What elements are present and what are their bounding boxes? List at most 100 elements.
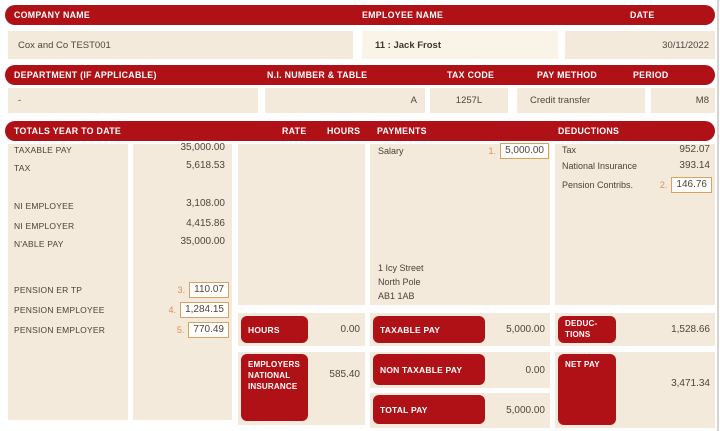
taxable-pay-cell: TAXABLE PAY 5,000.00 [370,313,550,346]
deduction-tax-value: 952.07 [679,144,710,155]
net-pay-value: 3,471.34 [671,378,710,389]
address-line-1: 1 Icy Street [378,263,424,273]
salary-row: Salary 1. 5,000.00 [378,141,549,160]
employers-ni-pill-line2: NATIONAL [248,370,291,380]
rate-hours-panel [238,144,365,305]
total-pay-pill: TOTAL PAY [373,395,485,424]
employers-ni-value: 585.40 [329,369,360,380]
highlight-marker-1: 1. [488,145,497,156]
totals-ytd-label: TOTALS YEAR TO DATE [14,126,122,136]
address-line-3: AB1 1AB [378,291,415,301]
ni-number-label: N.I. NUMBER & TABLE [267,70,368,80]
employee-name-label: EMPLOYEE NAME [362,10,444,20]
salary-label: Salary [378,145,404,156]
payments-column-label: PAYMENTS [377,126,427,136]
employers-ni-pill: EMPLOYERS NATIONAL INSURANCE [241,354,308,421]
address-line-2: North Pole [378,277,421,287]
rate-column-label: RATE [282,126,307,136]
hours-value: 0.00 [340,324,360,335]
ytd-taxable-pay-value: 35,000.00 [180,142,226,153]
deductions-pill-line2: TIONS [565,329,591,339]
date-label: DATE [630,10,655,20]
highlight-marker-3: 3. [177,284,186,295]
window-right-edge [717,0,719,431]
payments-panel [370,144,550,305]
highlight-marker-5: 5. [176,324,185,335]
hours-cell: HOURS 0.00 [238,313,365,346]
totals-bar: TOTALS YEAR TO DATE RATE HOURS PAYMENTS … [5,121,715,141]
non-taxable-pay-pill-label: NON TAXABLE PAY [380,364,463,375]
total-pay-value: 5,000.00 [506,405,545,416]
taxable-pay-pill-label: TAXABLE PAY [380,324,441,335]
highlight-box-5: 770.49 [188,321,229,338]
deductions-total-cell: DEDUC- TIONS 1,528.66 [555,313,715,346]
period-value: M8 [651,88,715,113]
deductions-pill-line1: DEDUC- [565,319,598,328]
ytd-tax-label: TAX [14,163,31,173]
company-name-label: COMPANY NAME [14,10,91,20]
employee-name-value: 11 : Jack Frost [362,31,558,59]
highlight-box-1: 5,000.00 [500,142,549,159]
non-taxable-pay-pill: NON TAXABLE PAY [373,354,485,385]
header-bar-2: DEPARTMENT (IF APPLICABLE) N.I. NUMBER &… [5,65,715,85]
ytd-tax-value: 5,618.53 [186,160,225,171]
ytd-pension-employer-label: PENSION EMPLOYER [14,325,106,335]
ytd-pension-employee-row: 4. 1,284.15 [133,300,229,319]
net-pay-cell: NET PAY 3,471.34 [555,352,715,428]
taxable-pay-pill: TAXABLE PAY [373,316,485,343]
pay-method-label: PAY METHOD [537,70,598,80]
deduction-ni-label: National Insurance [562,160,638,171]
highlight-marker-2: 2. [659,179,668,190]
company-name-value: Cox and Co TEST001 [8,31,353,59]
deduction-tax-row: Tax 952.07 [562,144,710,155]
tax-code-label: TAX CODE [447,70,495,80]
date-value: 30/11/2022 [565,31,715,59]
non-taxable-pay-cell: NON TAXABLE PAY 0.00 [370,352,550,388]
hours-pill-label: HOURS [248,324,280,335]
highlight-box-4: 1,284.15 [180,301,229,318]
employers-ni-cell: EMPLOYERS NATIONAL INSURANCE 585.40 [238,352,365,425]
total-pay-pill-label: TOTAL PAY [380,404,428,415]
deduction-ni-row: National Insurance 393.14 [562,160,710,171]
hours-pill: HOURS [241,316,308,343]
department-value: - [8,88,258,113]
ytd-labels-panel [8,144,128,420]
highlight-box-3: 110.07 [189,281,229,298]
hours-column-label: HOURS [327,126,361,136]
ytd-ni-employee-value: 3,108.00 [186,198,225,209]
deduction-pension-row: Pension Contribs. 2. 146.76 [562,175,712,194]
highlight-box-2: 146.76 [671,176,712,193]
ytd-pension-employer-row: 5. 770.49 [133,320,229,339]
deductions-total-pill: DEDUC- TIONS [558,316,616,343]
deduction-tax-label: Tax [562,144,577,155]
header-bar-1: COMPANY NAME EMPLOYEE NAME DATE [5,5,715,25]
ni-number-value: A [265,88,425,113]
period-label: PERIOD [633,70,669,80]
taxable-pay-value: 5,000.00 [506,324,545,335]
ytd-niable-pay-label: N'ABLE PAY [14,239,64,249]
ytd-taxable-pay-label: TAXABLE PAY [14,145,72,155]
deduction-ni-value: 393.14 [679,160,710,171]
ytd-ni-employer-value: 4,415.86 [186,218,225,229]
department-label: DEPARTMENT (IF APPLICABLE) [14,70,157,80]
pay-method-value: Credit transfer [517,88,645,113]
deduction-pension-label: Pension Contribs. [562,179,634,190]
ytd-ni-employer-label: NI EMPLOYER [14,221,75,231]
deductions-panel [555,144,715,305]
ytd-pension-er-tp-row: 3. 110.07 [133,280,229,299]
ytd-pension-employee-label: PENSION EMPLOYEE [14,305,105,315]
deductions-total-value: 1,528.66 [671,324,710,335]
total-pay-cell: TOTAL PAY 5,000.00 [370,393,550,428]
tax-code-value: 1257L [430,88,508,113]
non-taxable-pay-value: 0.00 [525,364,545,376]
ytd-ni-employee-label: NI EMPLOYEE [14,201,74,211]
deductions-column-label: DEDUCTIONS [558,126,620,136]
ytd-pension-er-tp-label: PENSION ER TP [14,285,83,295]
employers-ni-pill-line3: INSURANCE [248,381,298,391]
employers-ni-pill-line1: EMPLOYERS [248,360,301,369]
net-pay-pill: NET PAY [558,354,616,425]
highlight-marker-4: 4. [168,304,177,315]
ytd-niable-pay-value: 35,000.00 [180,236,226,247]
net-pay-pill-label: NET PAY [565,360,600,369]
